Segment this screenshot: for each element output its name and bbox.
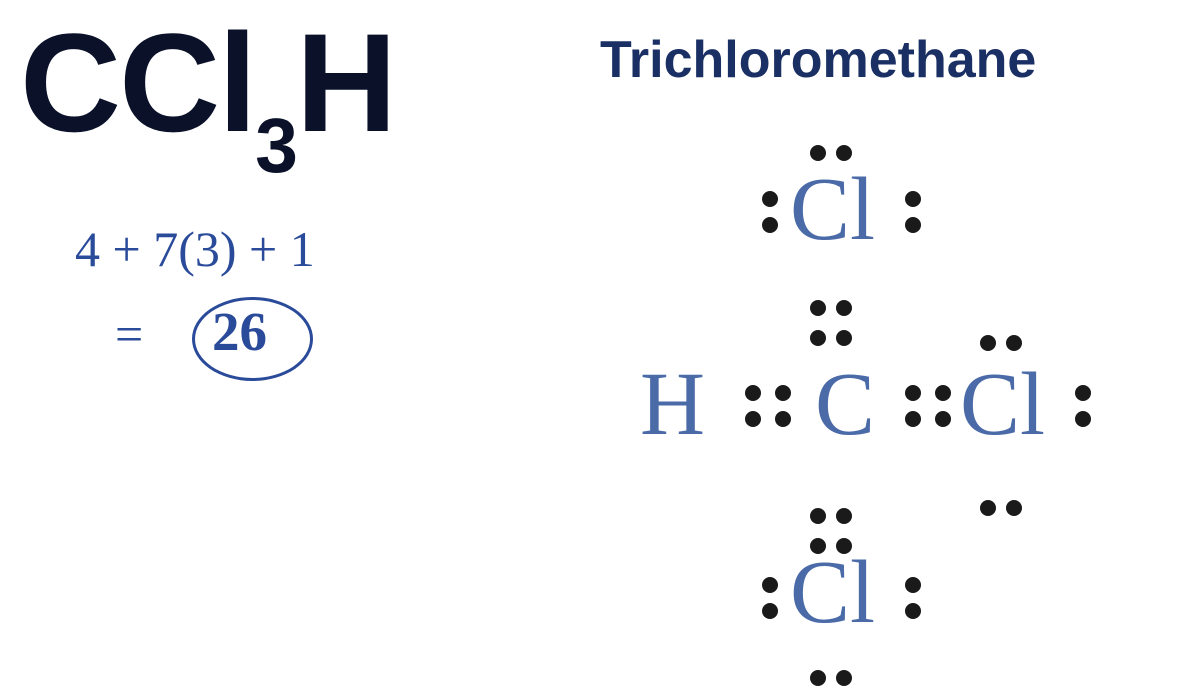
formula-part-1: CCl: [20, 4, 255, 161]
result-circle: [192, 297, 313, 381]
electron-dot: [905, 191, 921, 207]
atom-cl_right: Cl: [960, 360, 1045, 450]
chemical-formula: CCl3H: [20, 2, 395, 179]
formula-part-2: H: [296, 4, 395, 161]
electron-dot: [980, 335, 996, 351]
electron-dot: [836, 145, 852, 161]
electron-dot: [762, 603, 778, 619]
formula-subscript: 3: [255, 103, 296, 189]
electron-dot: [762, 217, 778, 233]
electron-dot: [836, 330, 852, 346]
electron-dot: [762, 577, 778, 593]
electron-dot: [810, 538, 826, 554]
atom-cl_bot: Cl: [790, 548, 875, 638]
electron-dot: [836, 300, 852, 316]
electron-dot: [905, 411, 921, 427]
electron-dot: [905, 603, 921, 619]
electron-count-expression: 4 + 7(3) + 1: [75, 220, 315, 278]
electron-dot: [1006, 500, 1022, 516]
electron-dot: [980, 500, 996, 516]
electron-dot: [935, 411, 951, 427]
electron-dot: [836, 670, 852, 686]
electron-dot: [905, 217, 921, 233]
electron-dot: [836, 538, 852, 554]
electron-dot: [762, 191, 778, 207]
atom-cl_top: Cl: [790, 165, 875, 255]
electron-dot: [810, 300, 826, 316]
atom-c: C: [815, 360, 875, 450]
electron-dot: [775, 385, 791, 401]
electron-dot: [745, 385, 761, 401]
electron-dot: [810, 670, 826, 686]
electron-dot: [905, 577, 921, 593]
electron-dot: [935, 385, 951, 401]
electron-dot: [775, 411, 791, 427]
electron-dot: [810, 330, 826, 346]
electron-dot: [836, 508, 852, 524]
electron-dot: [1075, 411, 1091, 427]
atom-h: H: [640, 360, 705, 450]
compound-name: Trichloromethane: [600, 30, 1036, 90]
electron-dot: [810, 508, 826, 524]
electron-dot: [1075, 385, 1091, 401]
electron-dot: [1006, 335, 1022, 351]
electron-dot: [905, 385, 921, 401]
electron-dot: [745, 411, 761, 427]
equals-sign: =: [115, 305, 143, 363]
electron-dot: [810, 145, 826, 161]
